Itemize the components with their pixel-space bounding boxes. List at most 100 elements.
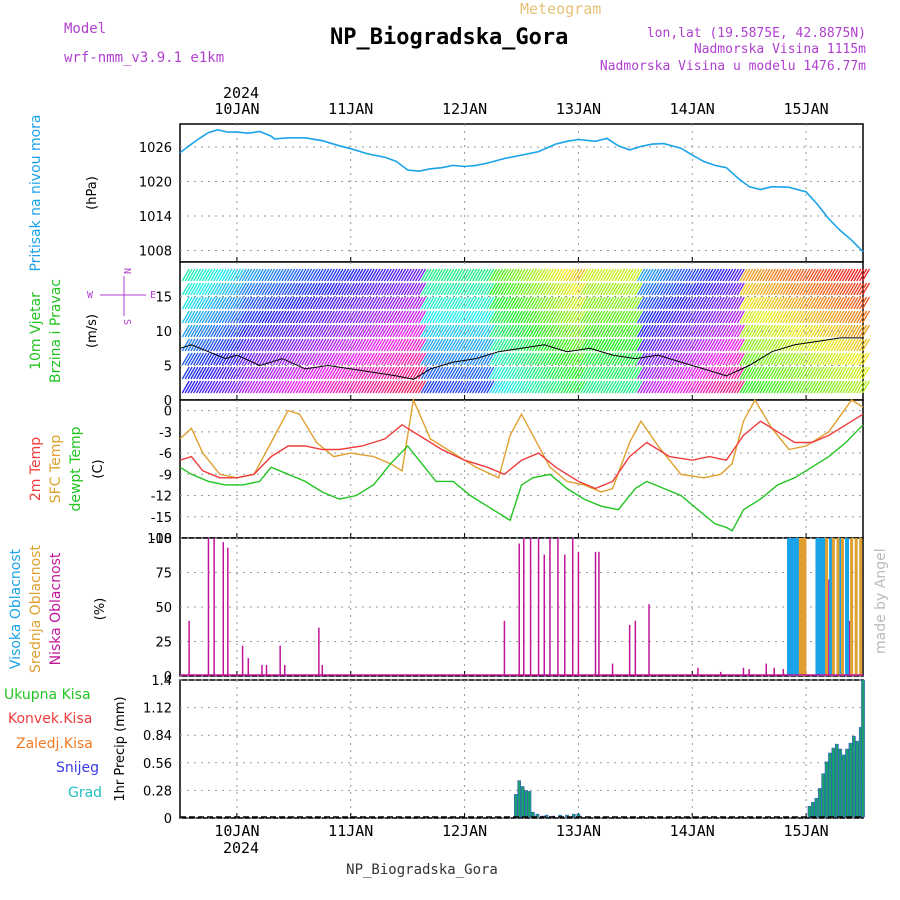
wind-barb [827, 296, 836, 310]
wind-barb [637, 282, 646, 296]
wind-barb [822, 268, 831, 282]
wind-barb [622, 282, 631, 296]
precip-bar [831, 747, 836, 818]
wind-barb [500, 380, 509, 394]
wind-barb [628, 338, 637, 352]
wind-barb [483, 338, 492, 352]
wind-barb [748, 296, 757, 310]
cloud-bar [213, 538, 215, 676]
wind-barb [355, 310, 364, 324]
wind-barb [594, 366, 603, 380]
wind-barb [369, 296, 378, 310]
wind-barb [847, 352, 856, 366]
wind-barb [443, 296, 452, 310]
wind-barb [250, 366, 259, 380]
wind-barb [861, 268, 870, 282]
wind-barb [210, 380, 219, 394]
wind-barb [711, 268, 720, 282]
wind-barb [836, 380, 845, 394]
wind-barb [295, 310, 304, 324]
wind-barb [284, 366, 293, 380]
wind-barb [856, 380, 865, 394]
wind-barb [480, 324, 489, 338]
wind-barb [195, 352, 205, 366]
wind-barb [321, 338, 330, 352]
precip-bar [520, 786, 525, 818]
wind-barb [790, 366, 799, 380]
wind-barb [839, 380, 848, 394]
wind-barb [389, 352, 398, 366]
wind-barb [198, 296, 207, 310]
wind-barb [272, 352, 281, 366]
wind-barb [195, 282, 205, 296]
wind-barb [702, 268, 711, 282]
wind-barb [674, 352, 683, 366]
wind-barb [730, 352, 740, 366]
wind-barb [227, 296, 236, 310]
wind-barb [292, 338, 301, 352]
wind-barb [739, 366, 748, 380]
wind-barb [304, 380, 313, 394]
wind-barb [389, 268, 398, 282]
wind-barb [278, 366, 287, 380]
precip-bar [514, 794, 518, 818]
wind-barb [232, 310, 242, 324]
wind-barb [705, 310, 714, 324]
wind-barb [446, 366, 455, 380]
wind-barb [844, 296, 853, 310]
wind-barb [511, 366, 520, 380]
wind-barb [375, 296, 384, 310]
wind-barb [221, 324, 230, 338]
wind-barb [508, 282, 518, 296]
wind-barb [378, 352, 387, 366]
wind-barb [520, 352, 529, 366]
wind-barb [511, 352, 520, 366]
wind-barb [776, 282, 785, 296]
wind-barb [790, 282, 799, 296]
wind-barb [699, 296, 708, 310]
wind-barb [361, 352, 370, 366]
wind-barb [304, 352, 313, 366]
wind-barb [267, 366, 276, 380]
wind-barb [227, 324, 236, 338]
wind-barb [548, 352, 557, 366]
wind-barb [554, 282, 563, 296]
wind-barb [622, 268, 631, 282]
wind-barb [247, 380, 256, 394]
wind-barb [332, 296, 341, 310]
wind-barb [312, 324, 321, 338]
wind-barb [295, 352, 304, 366]
wind-barb [258, 310, 267, 324]
wind-barb [318, 324, 327, 338]
wind-barb [187, 324, 196, 338]
day-labels-bottom: 10JAN 11JAN 12JAN 13JAN 14JAN 15JAN [214, 822, 828, 840]
wind-barb [267, 310, 276, 324]
wind-barb [850, 324, 859, 338]
wind-barb [725, 282, 734, 296]
wind-barb [437, 338, 446, 352]
wind-barb [719, 282, 728, 296]
wind-barb [486, 282, 495, 296]
wind-barb [358, 296, 367, 310]
wind-barb [580, 380, 589, 394]
wind-barb [560, 310, 569, 324]
wind-barb [500, 310, 509, 324]
wind-barb [184, 310, 193, 324]
wind-barb [543, 366, 552, 380]
wind-barb [284, 282, 293, 296]
wind-barb [201, 366, 210, 380]
wind-barb [528, 338, 538, 352]
wind-barb [511, 282, 520, 296]
wind-barb [309, 366, 318, 380]
wind-barb [816, 352, 825, 366]
wind-barb [480, 338, 489, 352]
wind-barb [369, 366, 378, 380]
wind-barb [190, 338, 199, 352]
wind-barb [671, 282, 680, 296]
wind-barb [688, 282, 697, 296]
wind-barb [554, 268, 563, 282]
wind-barb [489, 310, 498, 324]
wind-barb [474, 310, 483, 324]
wind-barb [238, 310, 247, 324]
wind-barb [426, 380, 435, 394]
